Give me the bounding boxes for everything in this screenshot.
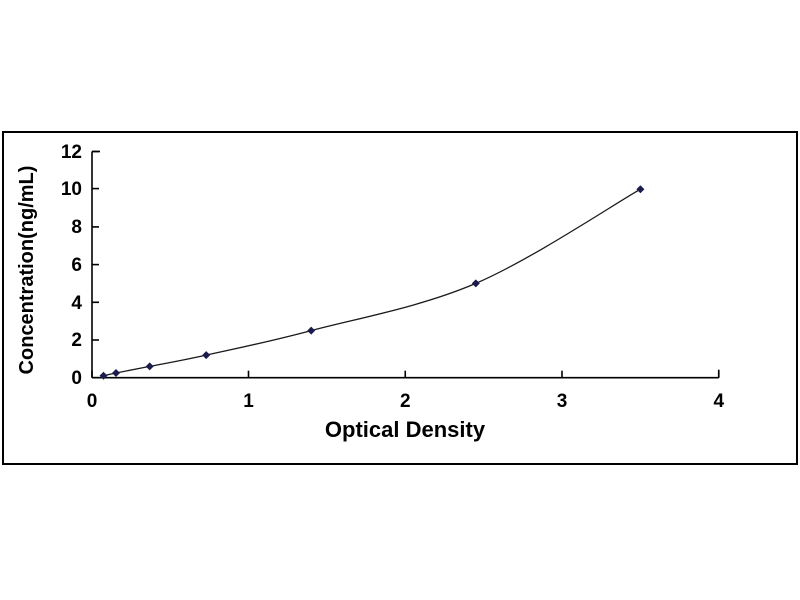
svg-text:0: 0	[87, 391, 98, 412]
svg-text:4: 4	[713, 391, 724, 412]
svg-text:10: 10	[61, 179, 82, 200]
svg-text:3: 3	[557, 391, 568, 412]
svg-text:1: 1	[243, 391, 254, 412]
svg-text:12: 12	[61, 142, 82, 163]
svg-text:4: 4	[71, 293, 82, 314]
svg-text:0: 0	[71, 368, 82, 389]
svg-text:2: 2	[71, 330, 82, 351]
svg-text:2: 2	[400, 391, 411, 412]
svg-text:Concentration(ng/mL): Concentration(ng/mL)	[16, 166, 38, 375]
svg-text:6: 6	[71, 255, 82, 276]
svg-text:Optical Density: Optical Density	[325, 417, 486, 442]
svg-text:8: 8	[71, 217, 82, 238]
